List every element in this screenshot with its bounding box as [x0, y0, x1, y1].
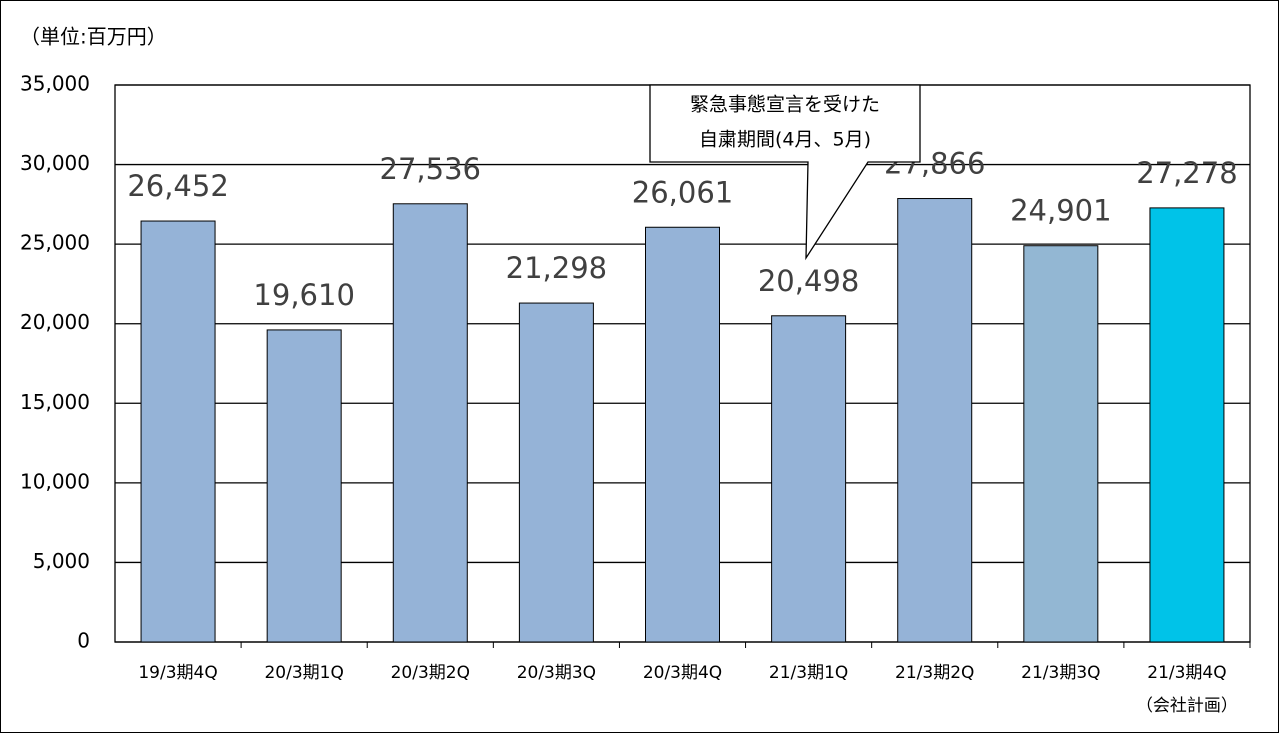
- bar: [1023, 245, 1099, 643]
- x-tick-label: 20/3期4Q: [643, 663, 722, 683]
- bar: [771, 315, 847, 643]
- x-tick-label: 20/3期2Q: [391, 663, 470, 683]
- value-label: 26,452: [127, 169, 228, 203]
- x-tick-label: 20/3期3Q: [517, 663, 596, 683]
- annotation: 自粛期間(4月、5月): [699, 129, 871, 151]
- value-label: 24,901: [1010, 194, 1111, 228]
- y-tick-label: 25,000: [20, 231, 90, 255]
- x-tick-label: 21/3期3Q: [1021, 663, 1100, 683]
- y-tick-label: 15,000: [20, 390, 90, 414]
- x-tick-label: 21/3期2Q: [895, 663, 974, 683]
- value-label: 20,498: [758, 264, 859, 298]
- bar: [140, 220, 216, 643]
- annotation: 緊急事態宣言を受けた: [690, 94, 880, 116]
- x-tick-label: 21/3期4Q: [1147, 663, 1226, 683]
- value-label: 27,278: [1136, 156, 1237, 190]
- y-tick-label: 35,000: [20, 72, 90, 96]
- callout: [649, 84, 921, 261]
- y-tick-label: 0: [77, 629, 90, 653]
- y-tick-label: 10,000: [20, 469, 90, 493]
- bar: [1149, 207, 1225, 643]
- bar: [897, 198, 973, 643]
- y-tick-label: 20,000: [20, 310, 90, 334]
- value-label: 19,610: [253, 278, 354, 312]
- value-label: 26,061: [632, 175, 733, 209]
- x-tick-label: 21/3期1Q: [769, 663, 848, 683]
- unit-label: （単位:百万円）: [20, 25, 167, 49]
- y-tick-label: 30,000: [20, 151, 90, 175]
- value-label: 27,536: [380, 152, 481, 186]
- x-tick-label: 19/3期4Q: [138, 663, 217, 683]
- x-tick-label: 20/3期1Q: [264, 663, 343, 683]
- y-tick-label: 5,000: [33, 549, 90, 573]
- bar: [645, 226, 720, 643]
- bar: [518, 302, 594, 643]
- x-tick-label: （会社計画）: [1136, 696, 1238, 716]
- value-label: 21,298: [506, 251, 607, 285]
- bar: [266, 329, 342, 643]
- bar: [392, 203, 468, 643]
